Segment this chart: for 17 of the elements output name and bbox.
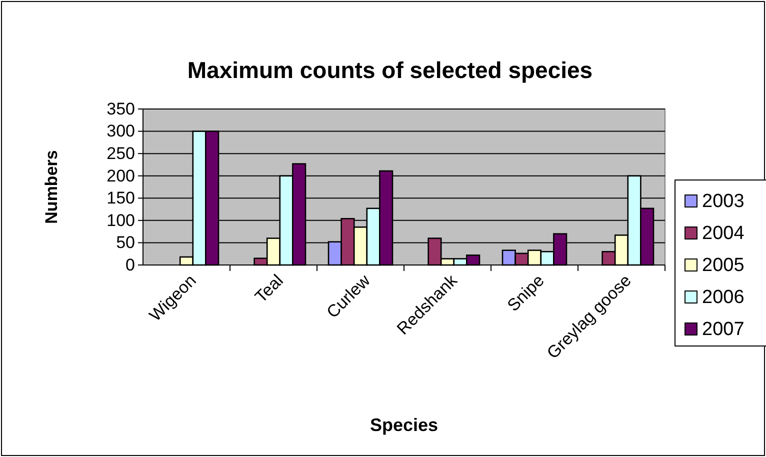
y-tick-label: 200 — [106, 166, 135, 186]
y-tick-label: 150 — [106, 188, 135, 208]
y-tick-label: 0 — [126, 255, 135, 274]
legend-label: 2003 — [702, 191, 744, 212]
legend-label: 2004 — [702, 223, 745, 244]
chart-title: Maximum counts of selected species — [187, 57, 593, 83]
legend-label: 2005 — [702, 255, 744, 276]
y-tick-label: 250 — [106, 144, 135, 164]
y-tick-label: 350 — [106, 99, 135, 118]
x-axis-title: Species — [370, 415, 438, 435]
legend-label: 2006 — [702, 287, 744, 308]
legend-label: 2007 — [702, 319, 744, 340]
y-tick-label: 300 — [106, 122, 135, 141]
y-axis-title: Numbers — [42, 150, 61, 224]
y-tick-label: 100 — [106, 210, 135, 230]
y-tick-label: 50 — [116, 233, 135, 252]
x-tick-label: Teal — [251, 270, 287, 306]
